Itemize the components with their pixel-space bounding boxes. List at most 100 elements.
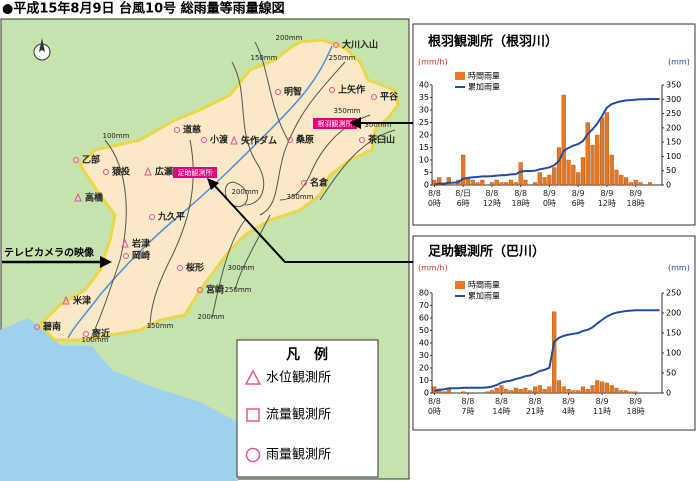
bar: [580, 386, 586, 394]
bar: [576, 390, 581, 394]
place-label: 宮崎: [206, 284, 224, 296]
bar: [461, 154, 466, 186]
x-tick-label: 8/8 12時: [482, 189, 501, 208]
place-label: 明智: [284, 86, 302, 98]
place-label: 岩津: [131, 238, 150, 250]
bar: [485, 391, 490, 394]
place-label: 小渡: [209, 134, 229, 146]
bar: [595, 134, 600, 186]
rain-gauge-marker: [275, 89, 281, 95]
bar: [523, 179, 528, 186]
water-level-marker: [230, 135, 238, 145]
legend-box: [236, 339, 379, 478]
legend-circle: [245, 447, 261, 463]
legend-triangle: [244, 369, 262, 385]
bar: [489, 182, 494, 186]
place-label: 広瀬: [155, 166, 173, 178]
bar: [561, 94, 566, 186]
compass-needle: [39, 38, 45, 52]
rain-gauge-marker: [287, 137, 293, 143]
rain-gauge-marker: [333, 42, 339, 48]
bar: [446, 389, 451, 394]
bar: [614, 387, 619, 394]
place-label: 高橋: [85, 192, 104, 204]
y-tick-label: 70: [419, 301, 429, 310]
water-level-marker: [121, 238, 129, 248]
isohyet-label: 100mm: [82, 336, 109, 344]
rain-gauge-marker: [34, 324, 40, 330]
bar: [537, 385, 542, 394]
isohyet-label: 200mm: [232, 188, 259, 196]
bar: [590, 385, 595, 394]
legend-label: 累加雨量: [468, 291, 500, 301]
bar: [489, 390, 494, 394]
station-label: 根羽観測所: [318, 119, 353, 128]
y-tick-label: 15: [419, 143, 429, 152]
y2-axis-label: (mm): [668, 58, 690, 67]
bar: [547, 174, 552, 186]
bar: [619, 390, 624, 394]
rain-gauge-marker: [83, 331, 89, 337]
y-axis-label: (mm/h): [418, 264, 448, 273]
bar: [633, 179, 638, 186]
bar: [446, 177, 451, 186]
camera-arrowhead: [100, 256, 112, 268]
x-tick-label: 8/9 0時: [542, 189, 556, 208]
isohyet-label: 200mm: [198, 313, 225, 321]
bar: [528, 390, 533, 394]
y2-tick-label: 250: [666, 289, 681, 298]
rain-gauge-marker: [177, 265, 183, 271]
y-tick-label: 10: [419, 376, 429, 385]
y-tick-label: 25: [419, 118, 429, 127]
bar: [571, 164, 576, 186]
legend-label: 累加雨量: [468, 82, 500, 92]
bar: [547, 386, 552, 394]
legend-square: [246, 408, 260, 422]
legend-title: 凡 例: [286, 346, 328, 363]
water-level-marker: [62, 295, 70, 305]
y-tick-label: 30: [419, 106, 429, 115]
bar: [604, 112, 609, 186]
y-tick-label: 10: [419, 156, 429, 165]
isohyet-line: [259, 61, 346, 216]
water-level-marker: [144, 166, 152, 176]
legend-item: 雨量観測所: [266, 448, 331, 463]
bar: [604, 382, 609, 394]
rain-gauge-marker: [174, 127, 180, 133]
bar: [475, 182, 480, 186]
legend-item: 流量観測所: [266, 408, 331, 423]
bar: [595, 380, 600, 394]
x-tick-label: 8/8 18時: [511, 189, 530, 208]
bar: [518, 389, 523, 394]
place-label: 米津: [72, 295, 91, 307]
y2-tick-label: 300: [666, 95, 681, 104]
y2-axis-label: (mm): [668, 264, 690, 273]
cumulative-line: [434, 309, 660, 392]
place-label: 碧南: [42, 321, 61, 333]
y2-tick-label: 200: [666, 123, 681, 132]
isohyet-label: 250mm: [329, 54, 356, 62]
chart-box: [412, 23, 696, 226]
y-tick-label: 30: [419, 351, 429, 360]
y-tick-label: 80: [419, 289, 429, 298]
y2-tick-label: 200: [666, 309, 681, 318]
bar: [504, 389, 509, 394]
legend-label: 時間雨量: [468, 281, 500, 290]
y-tick-label: 5: [424, 168, 429, 177]
bar: [508, 390, 514, 394]
bar: [614, 169, 619, 186]
place-label: 寄近: [92, 328, 110, 340]
y-tick-label: 40: [419, 81, 429, 90]
y2-tick-label: 0: [666, 181, 671, 190]
y2-tick-label: 100: [666, 349, 681, 358]
isohyet-line: [254, 41, 289, 141]
bar: [542, 177, 547, 186]
bar: [566, 159, 571, 186]
compass: [33, 38, 51, 61]
bar: [494, 387, 499, 394]
isohyet-label: 350mm: [334, 107, 361, 115]
bar: [609, 385, 614, 394]
x-tick-label: 8/8 14時: [492, 397, 511, 416]
